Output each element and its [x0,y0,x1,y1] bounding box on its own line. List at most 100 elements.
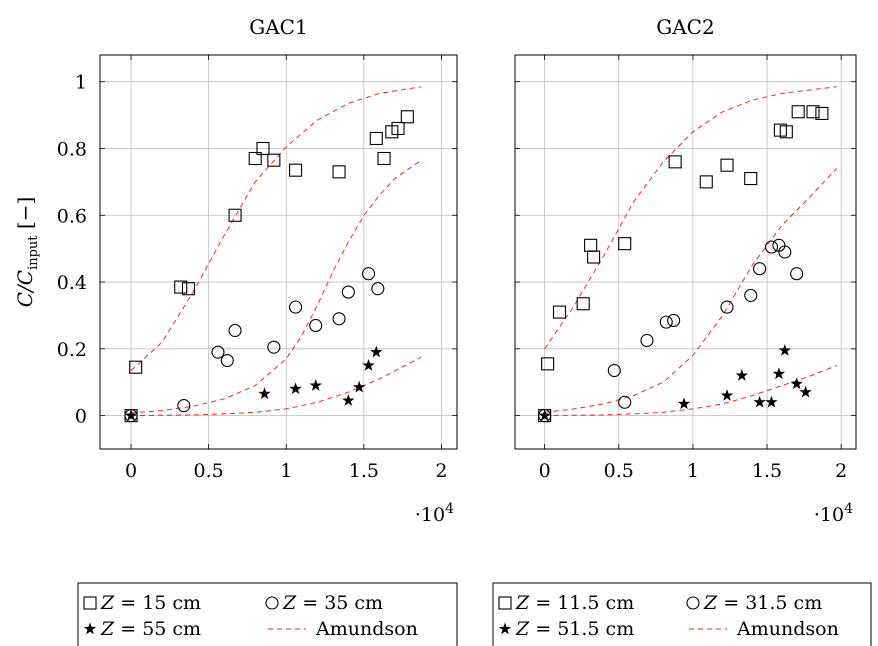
data-point-circle [764,240,779,254]
data-point-circle [332,312,346,326]
data-point-square [256,141,270,156]
data-point-star [790,377,803,390]
legend-label: Z = 31.5 cm [703,592,822,614]
data-point-circle [289,300,303,314]
data-point-star [735,369,749,381]
series-square [124,110,414,423]
data-point-star [353,380,366,393]
data-point-star [370,345,383,358]
amundson-curve [130,159,422,414]
legend-box [492,582,872,646]
data-point-square [332,165,346,179]
data-point-square [587,250,601,264]
data-point-square [720,158,734,172]
series-star [124,345,383,421]
y-tick-label: 0 [75,406,87,428]
legend-label: Z = 15 cm [100,592,201,614]
x-multiplier: ·104 [814,501,853,526]
data-point-square [267,153,281,167]
data-point-circle [607,363,621,378]
data-point-circle [341,285,355,299]
legend-label: Z = 55 cm [100,618,201,640]
data-point-star [720,389,734,401]
data-point-square [744,171,758,186]
legend-marker-star [498,622,512,635]
x-tick-label: 1.5 [752,460,782,482]
data-point-circle [309,318,323,333]
data-point-circle [744,288,758,302]
plot-frame [99,54,458,450]
data-point-circle [361,267,376,281]
data-point-star [677,397,691,410]
legend-marker-circle [265,596,279,610]
series-star [538,344,812,421]
legend-label: Z = 51.5 cm [515,618,634,640]
data-point-circle [177,399,191,413]
y-tick-label: 0.2 [57,339,87,361]
data-point-star [362,359,375,371]
data-point-circle [778,245,792,259]
legend-marker-circle [686,596,700,610]
x-tick-label: 1.5 [349,460,379,482]
x-tick-label: 1 [280,460,292,482]
legend-label: Z = 35 cm [282,592,383,614]
data-point-star [309,379,322,391]
plot-frame [514,54,857,450]
x-tick-label: 1 [687,460,699,482]
data-point-square [815,106,829,120]
data-point-square [618,237,632,251]
amundson-curve [544,86,837,350]
data-point-square [369,131,383,146]
data-point-square [576,297,590,311]
amundson-curve [130,86,422,371]
x-tick-label: 0 [539,460,551,482]
data-point-square [668,155,682,169]
data-point-square [181,282,196,296]
data-point-circle [267,340,281,354]
data-point-square [806,105,820,119]
legend-marker-square [83,596,97,610]
data-point-square [174,280,188,294]
data-point-square [400,110,414,124]
x-tick-label: 0.5 [194,460,224,482]
legend-label: Amundson [736,618,839,640]
y-tick-label: 1 [75,72,87,94]
y-tick-label: 0.8 [57,138,87,160]
data-point-circle [753,262,767,276]
data-point-circle [211,345,225,359]
legend: Z = 15 cm Z = 35 cm Z = 55 cm Amundson [77,582,458,646]
data-point-circle [659,315,673,329]
legend-label: Amundson [315,618,418,640]
data-point-circle [228,323,242,338]
data-point-square [391,121,405,136]
x-tick-label: 0.5 [604,460,634,482]
series-circle [124,267,385,423]
data-point-square [779,125,793,139]
series-circle [538,238,804,423]
data-point-star [778,344,792,356]
data-point-star [772,367,786,380]
data-point-square [791,105,805,119]
x-tick-label: 2 [435,460,447,482]
data-point-square [289,163,303,177]
data-point-square [552,305,567,319]
data-point-circle [667,313,681,327]
chart-title: GAC2 [656,15,714,39]
grid-lines [100,55,457,449]
legend-marker-star [83,622,97,635]
data-point-square [584,238,598,252]
y-tick-label: 0.4 [57,272,87,294]
legend-marker-square [498,596,512,610]
amundson-curve [544,168,838,413]
data-point-square [228,208,242,222]
legend-label: Z = 11.5 cm [515,592,634,614]
amundson-curve [544,365,837,417]
data-point-star [753,395,766,408]
data-point-star [124,409,138,421]
data-point-circle [220,353,234,368]
x-multiplier: ·104 [415,501,454,526]
y-tick-label: 0.6 [57,205,87,227]
legend: Z = 11.5 cm Z = 31.5 cm Z = 51.5 cm Amundso… [492,582,872,646]
